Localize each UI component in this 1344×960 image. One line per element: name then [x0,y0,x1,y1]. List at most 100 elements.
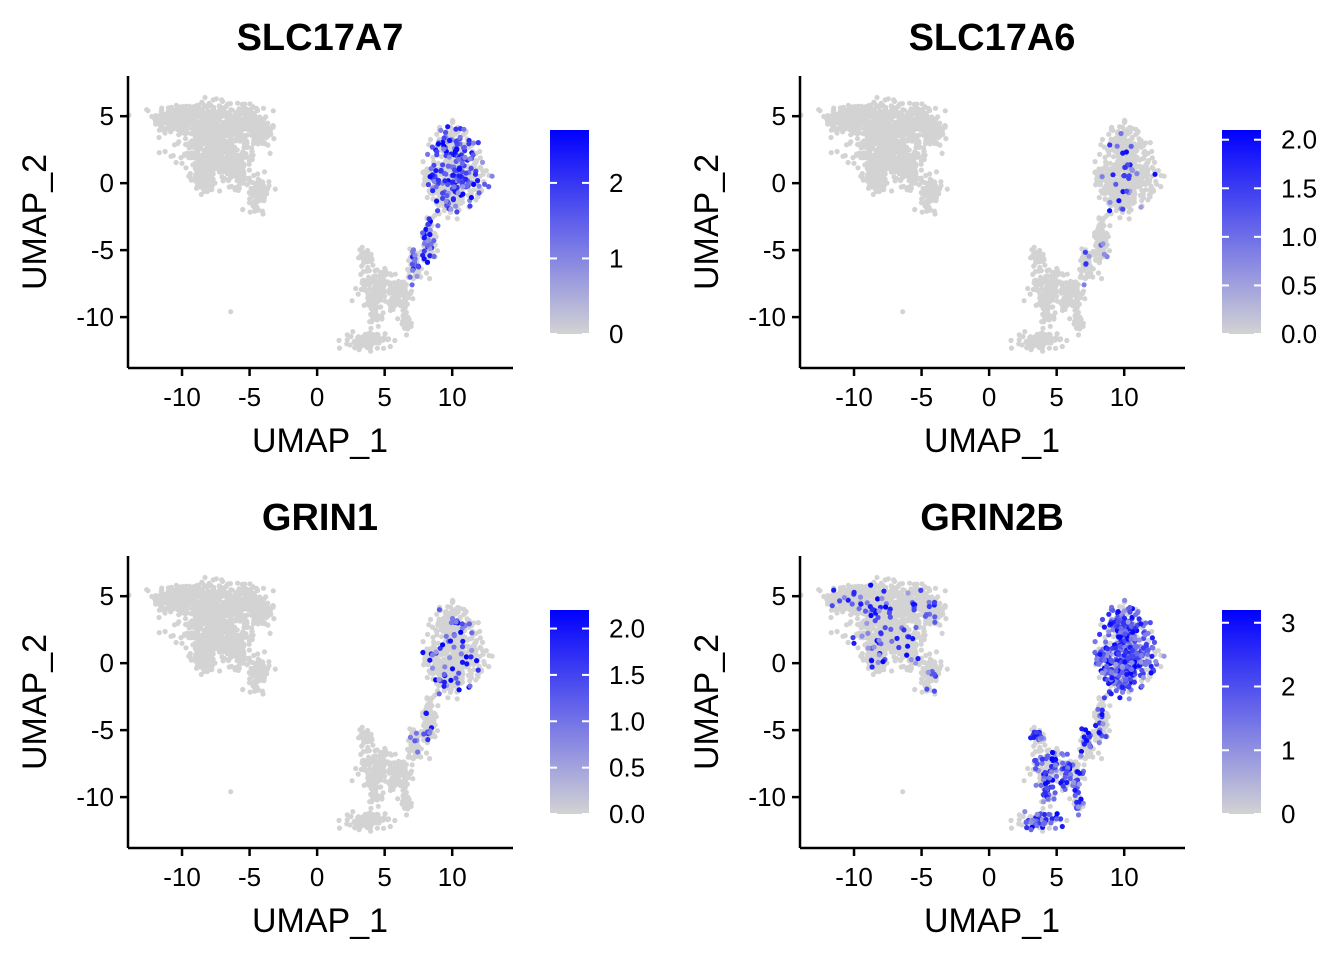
cell-point [1150,165,1156,171]
cell-point [387,343,393,350]
cell-points [798,94,1167,354]
cell-point [193,185,200,191]
expressing-cell-point [463,170,469,176]
cell-points [126,94,495,354]
cell-point [219,148,225,154]
legend-tick-label: 2 [609,168,623,198]
cell-point [357,337,363,343]
cell-point [1098,216,1104,222]
cell-point [851,109,857,115]
cell-point [267,150,273,156]
y-tick-label: 5 [100,101,114,131]
cell-point [162,130,168,136]
cell-point [899,101,905,107]
cell-point [885,148,891,154]
cell-point [1099,190,1105,196]
cell-point [241,133,247,139]
expressing-cell-point [443,129,449,136]
cell-point [392,289,398,295]
cell-point [918,167,924,173]
cell-point [1032,281,1039,287]
cell-point [233,130,239,136]
cell-point [183,165,189,171]
cell-point [1025,285,1031,292]
cell-point [919,209,925,215]
cell-point [165,126,171,132]
cell-point [1053,293,1060,299]
cell-point [883,136,889,142]
cell-point [388,303,394,309]
cell-point [366,268,372,274]
expressing-cell-point [475,178,481,184]
cell-point [877,135,883,141]
cell-point [1077,266,1083,272]
expressing-cell-point [425,221,431,227]
cell-point [1052,345,1059,351]
cell-point [234,167,241,173]
cell-point [255,207,262,213]
cell-point [454,216,460,222]
cell-point [349,298,355,304]
cell-point [156,134,162,141]
cell-point [392,337,398,344]
cell-point [363,339,370,345]
cell-point [201,161,207,167]
cell-point [264,191,270,197]
cell-point [200,106,206,112]
cell-point [923,198,929,204]
cell-point [204,171,210,177]
cell-point [250,193,256,199]
cell-point [858,145,864,151]
expressing-cell-point [421,235,427,241]
cell-point [905,155,911,162]
cell-point [1093,169,1099,175]
cell-point [1047,323,1053,329]
x-tick-label: -5 [238,382,261,412]
cell-point [430,154,436,160]
cell-point [1096,194,1102,201]
expressing-cell-point [427,227,433,233]
cell-point [183,141,189,148]
cell-point [434,131,440,137]
expressing-cell-point [410,249,416,255]
cell-point [900,129,906,135]
y-tick-label: 0 [100,168,114,198]
cell-point [923,137,929,143]
cell-point [165,122,171,128]
cell-point [892,130,898,136]
color-bar [550,130,589,334]
cell-point [1115,171,1122,177]
expressing-cell-point [440,162,446,168]
cell-point [1127,124,1133,131]
cell-point [909,128,915,134]
cell-point [900,142,906,148]
cell-point [854,136,861,142]
cell-point [206,150,212,156]
cell-point [865,117,871,123]
cell-point [213,148,219,154]
cell-point [1099,136,1106,143]
cell-point [849,130,855,136]
cell-point [857,114,864,120]
cell-point [1107,177,1114,183]
cell-point [1106,248,1113,254]
cell-point [374,304,380,310]
cell-point [882,97,888,103]
cell-point [165,115,171,121]
cell-point [405,266,411,272]
cell-point [399,299,405,305]
cell-point [421,169,427,175]
cell-point [898,184,904,190]
cell-point [1072,312,1078,318]
cell-point [200,135,206,141]
cell-point [1134,154,1140,160]
cell-point [221,106,227,112]
expressing-cell-point [407,274,413,280]
expressing-cell-point [421,256,427,262]
cell-point [192,166,198,172]
expressing-cell-point [435,208,441,214]
cell-point [205,135,211,141]
cell-point [222,161,228,167]
cell-point [392,271,398,277]
